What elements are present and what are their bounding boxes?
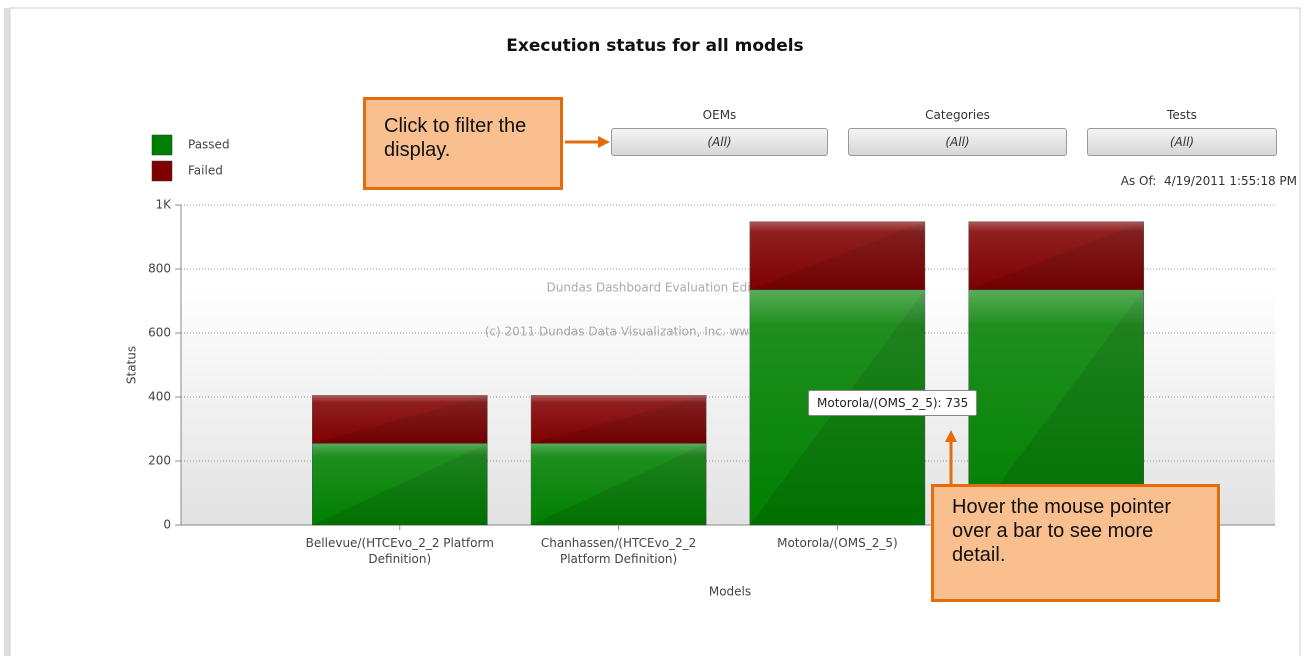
filter-button[interactable]: (All)	[1087, 128, 1277, 156]
as-of-value: 4/19/2011 1:55:18 PM	[1163, 174, 1297, 188]
bar-sheen	[312, 395, 488, 444]
legend-label: Passed	[188, 138, 230, 152]
y-tick-label: 800	[148, 262, 171, 276]
bar-sheen	[749, 221, 925, 290]
y-tick-label: 200	[148, 454, 171, 468]
watermark: (c) 2011 Dundas Data Visualization, Inc.…	[485, 325, 836, 339]
y-axis-label: Status	[125, 346, 139, 384]
tooltip: Motorola/(OMS_2_5): 735	[808, 390, 978, 416]
bar-sheen	[968, 221, 1144, 290]
arrow-head	[945, 430, 957, 442]
y-tick-label: 0	[163, 518, 171, 532]
watermark: Dundas Dashboard Evaluation Edition	[546, 281, 773, 295]
y-tick-label: 400	[148, 390, 171, 404]
bar-sheen	[312, 443, 488, 525]
y-tick-label: 1K	[155, 198, 172, 212]
x-tick-label: Bellevue/(HTCEvo_2_2 Platform Definition…	[305, 536, 494, 566]
bar-sheen	[531, 443, 707, 525]
filter-button[interactable]: (All)	[848, 128, 1067, 156]
as-of-label: As Of:	[1120, 174, 1157, 188]
filter-label: Tests	[1167, 108, 1197, 122]
filter-button[interactable]: (All)	[611, 128, 828, 156]
filter-label: Categories	[925, 108, 990, 122]
legend-label: Failed	[188, 164, 223, 178]
callout: Click to filter the display.	[363, 97, 563, 190]
frame-edge	[4, 8, 10, 656]
legend-swatch	[151, 134, 173, 156]
chart-title: Execution status for all models	[506, 36, 803, 56]
arrow-head	[598, 136, 610, 148]
x-tick-label: Chanhassen/(HTCEvo_2_2 Platform Definiti…	[540, 536, 697, 566]
legend-swatch	[151, 160, 173, 182]
y-tick-label: 600	[148, 326, 171, 340]
callout: Hover the mouse pointer over a bar to se…	[931, 484, 1220, 602]
bar-sheen	[531, 395, 707, 444]
x-axis-label: Models	[709, 585, 751, 599]
filter-label: OEMs	[702, 108, 737, 122]
as-of: As Of: 4/19/2011 1:55:18 PM	[1000, 174, 1297, 188]
x-tick-label: Motorola/(OMS_2_5)	[777, 536, 898, 550]
